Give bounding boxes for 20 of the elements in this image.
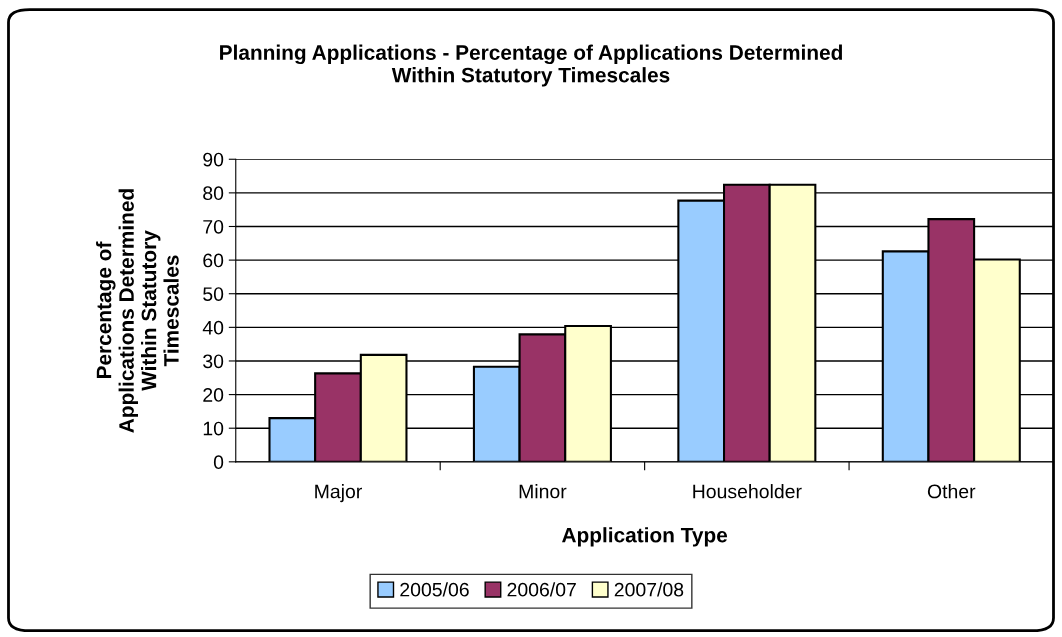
y-tick-label: 10: [203, 421, 224, 436]
x-tick-label: Major: [315, 484, 362, 503]
y-tick-label: 40: [202, 320, 224, 335]
y-axis-title: Percentage of Applications Determined Within Statutory Timescales: [96, 189, 179, 433]
legend-label: 2006/07: [507, 582, 576, 597]
y-tick-label: 80: [203, 186, 224, 201]
y-tick-label: 90: [203, 152, 224, 167]
y-tick-label: 60: [203, 253, 224, 268]
y-tick-label: 70: [203, 219, 224, 234]
legend-label: 2005/06: [400, 582, 469, 597]
y-tick-label: 30: [203, 354, 224, 369]
x-axis-title: Application Type: [562, 527, 728, 547]
y-tick-label: 50: [203, 287, 224, 301]
x-tick-label: Other: [927, 484, 976, 499]
chart-title: Planning Applications - Percentage of Applications Determined Within Statutory Timescales: [220, 44, 842, 87]
legend-label: 2007/08: [614, 582, 684, 597]
x-tick-label: Householder: [693, 484, 802, 499]
x-tick-label: Minor: [519, 484, 567, 499]
y-tick-label: 20: [203, 388, 224, 402]
y-tick-label: 0: [213, 455, 224, 470]
